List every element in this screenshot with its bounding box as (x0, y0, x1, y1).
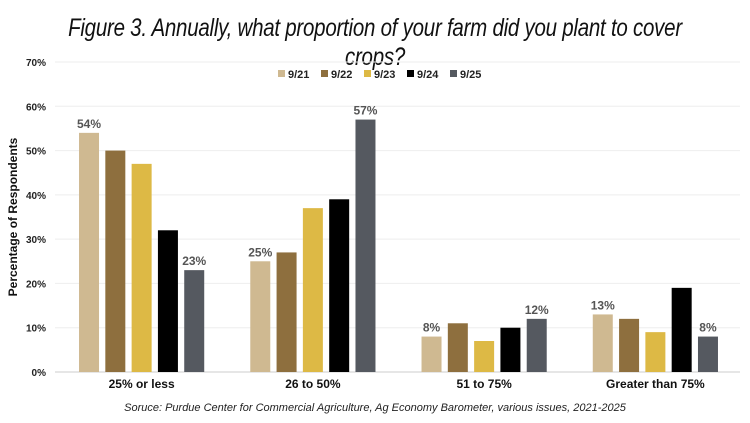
y-tick-label: 20% (26, 279, 46, 290)
bar-9-25 (526, 318, 547, 372)
data-label: 8% (423, 321, 441, 335)
bar-9-25 (355, 119, 376, 372)
bar-9-22 (619, 318, 640, 372)
bar-9-22 (105, 150, 126, 372)
bar-9-23 (474, 341, 495, 372)
legend-swatch (321, 70, 328, 77)
y-tick-label: 60% (26, 102, 46, 113)
bar-9-22 (447, 323, 468, 372)
bar-9-23 (302, 208, 323, 372)
source-note: Soruce: Purdue Center for Commercial Agr… (124, 402, 626, 414)
bar-9-21 (250, 261, 271, 372)
data-label: 12% (525, 303, 549, 317)
y-axis-label: Percentage of Respondents (6, 137, 20, 296)
bar-9-24 (329, 199, 350, 372)
y-tick-label: 50% (26, 147, 46, 158)
data-label: 13% (591, 298, 615, 312)
data-label: 57% (353, 104, 377, 118)
legend-label: 9/22 (331, 69, 352, 81)
category-label: 25% or less (109, 377, 175, 391)
legend-swatch (278, 70, 285, 77)
bar-9-25 (184, 270, 205, 372)
y-tick-label: 0% (32, 368, 47, 379)
bar-9-24 (157, 230, 178, 372)
y-tick-label: 30% (26, 235, 46, 246)
y-tick-label: 40% (26, 191, 46, 202)
legend-label: 9/21 (288, 69, 309, 81)
bar-9-21 (79, 132, 100, 372)
bar-9-23 (131, 163, 152, 372)
bar-9-24 (671, 287, 692, 372)
bar-9-22 (276, 252, 297, 372)
data-label: 54% (77, 117, 101, 131)
bar-9-23 (645, 332, 666, 372)
data-label: 25% (248, 245, 272, 259)
legend-swatch (407, 70, 414, 77)
data-label: 8% (699, 321, 717, 335)
legend-label: 9/24 (417, 69, 439, 81)
chart-title: Figure 3. Annually, what proportion of y… (68, 14, 682, 71)
data-label: 23% (182, 254, 206, 268)
legend-swatch (450, 70, 457, 77)
legend-swatch (364, 70, 371, 77)
bar-9-24 (500, 327, 521, 372)
y-tick-label: 70% (26, 58, 46, 69)
y-tick-label: 10% (26, 324, 46, 335)
bar-9-25 (697, 336, 718, 372)
bar-9-21 (421, 336, 442, 372)
category-label: 26 to 50% (285, 377, 341, 391)
legend-label: 9/25 (460, 69, 481, 81)
category-label: 51 to 75% (456, 377, 512, 391)
legend-label: 9/23 (374, 69, 395, 81)
bar-9-21 (592, 314, 613, 372)
category-label: Greater than 75% (606, 377, 705, 391)
